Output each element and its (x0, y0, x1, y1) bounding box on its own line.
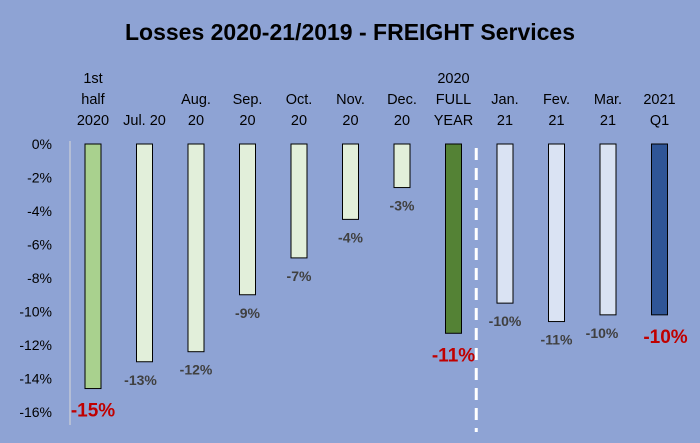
category-label: 2021 (643, 92, 675, 108)
data-labels: -15% -13% -12% -9% -7% -4% -3% -11% -10% -11% -10%… (71, 198, 688, 422)
category-label: 21 (497, 113, 513, 129)
y-tick-label: -10% (19, 304, 52, 320)
category-label: 2020 (77, 113, 109, 129)
category-label: Jan. (491, 92, 518, 108)
bar (290, 143, 308, 259)
bar (393, 143, 411, 189)
category-label: 2020 (437, 71, 469, 87)
bar (239, 143, 256, 296)
category-label: 20 (342, 113, 358, 129)
bar (187, 143, 205, 353)
category-label: FULL (436, 92, 471, 108)
category-label: Fev. (543, 92, 570, 108)
data-label: -10% (643, 327, 687, 348)
category-label: Oct. (286, 92, 313, 108)
category-label: 1st (83, 71, 102, 87)
bars-group (84, 143, 668, 390)
data-label: -11% (432, 345, 475, 366)
data-label: -7% (287, 268, 312, 284)
data-label: -12% (180, 362, 213, 378)
data-label: -3% (390, 198, 415, 214)
data-label: -10% (489, 313, 522, 329)
category-label: Dec. (387, 92, 417, 108)
category-label: 20 (291, 113, 307, 129)
category-label: Q1 (650, 113, 669, 129)
category-label: half (81, 92, 105, 108)
category-label: 20 (188, 113, 204, 129)
y-tick-label: -16% (19, 404, 52, 420)
category-label: YEAR (434, 113, 474, 129)
y-tick-label: 0% (32, 136, 52, 152)
y-tick-label: -8% (27, 270, 52, 286)
data-label: -9% (235, 305, 260, 321)
y-tick-label: -12% (19, 337, 52, 353)
data-label: -10% (586, 325, 619, 341)
category-label: 20 (239, 113, 255, 129)
category-label: 21 (548, 113, 564, 129)
y-tick-label: -2% (27, 170, 52, 186)
bar (651, 143, 668, 316)
category-label: Sep. (233, 92, 263, 108)
category-label: Mar. (594, 92, 622, 108)
category-label: Jul. 20 (123, 113, 166, 129)
bar (342, 143, 359, 220)
bar (548, 143, 565, 323)
category-label: Aug. (181, 92, 211, 108)
bar (84, 143, 102, 390)
data-label: -4% (338, 229, 363, 245)
y-tick-label: -4% (27, 203, 52, 219)
data-label: -15% (71, 401, 115, 422)
data-label: -13% (124, 372, 157, 388)
data-label: -11% (541, 332, 573, 348)
chart-title: Losses 2020-21/2019 - FREIGHT Services (125, 19, 575, 45)
y-tick-label: -14% (19, 371, 52, 387)
category-label: 20 (394, 113, 410, 129)
y-axis-ticks: 0% -2% -4% -6% -8% -10% -12% -14% -16% (19, 136, 52, 420)
bar (136, 143, 153, 363)
category-label: 21 (600, 113, 616, 129)
bar (445, 143, 462, 334)
bar (496, 143, 514, 304)
bar (599, 143, 617, 316)
y-tick-label: -6% (27, 237, 52, 253)
category-label: Nov. (336, 92, 365, 108)
